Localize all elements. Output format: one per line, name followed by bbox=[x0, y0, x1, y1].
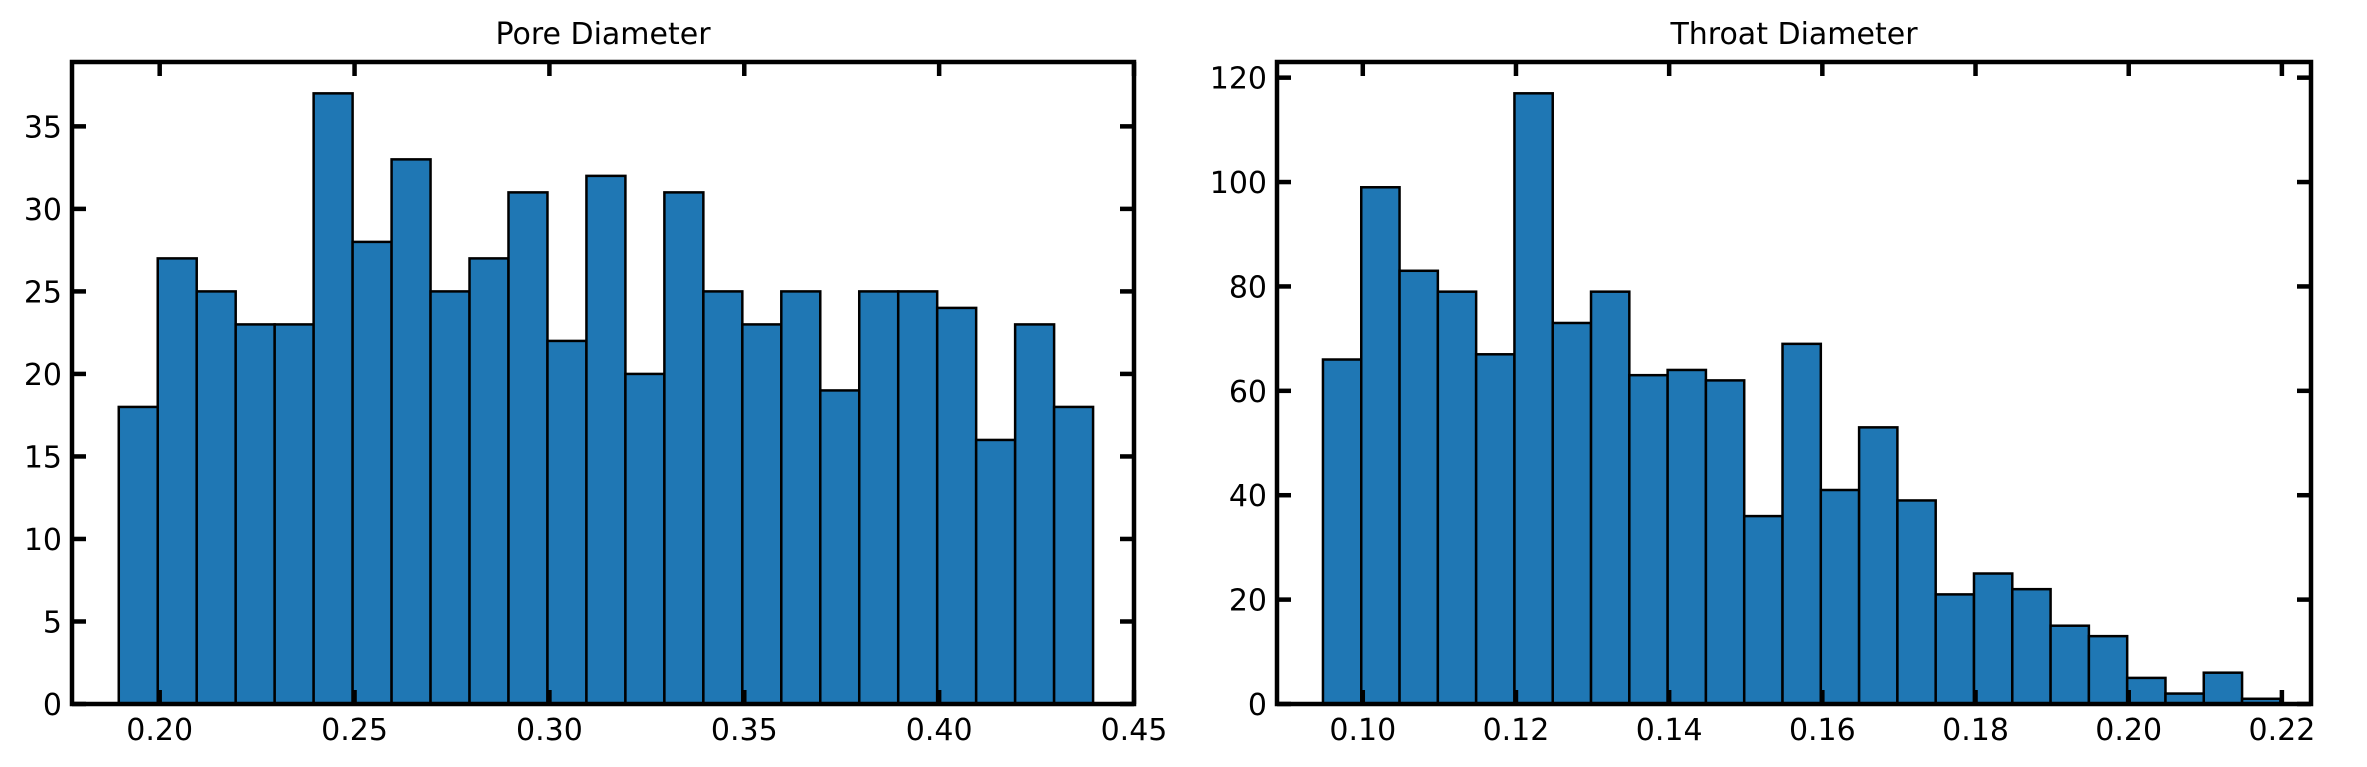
throat-diameter-ytick-label-5: 100 bbox=[1210, 166, 1267, 201]
pore-diameter-xtick-label-4: 0.40 bbox=[906, 713, 973, 748]
pore-diameter-bar-7 bbox=[390, 158, 432, 706]
throat-diameter-xtick-label-1: 0.12 bbox=[1483, 713, 1550, 748]
throat-diameter-bar-8 bbox=[1628, 373, 1669, 706]
throat-diameter-bar-6 bbox=[1551, 321, 1593, 706]
pore-diameter-bar-18 bbox=[819, 389, 861, 706]
pore-diameter-bar-23 bbox=[1013, 323, 1056, 706]
pore-diameter-bar-20 bbox=[896, 290, 939, 706]
throat-diameter-bar-7 bbox=[1589, 290, 1631, 706]
pore-diameter-bar-10 bbox=[507, 191, 549, 706]
pore-diameter-title: Pore Diameter bbox=[495, 17, 711, 52]
pore-diameter-xtick-label-1: 0.25 bbox=[321, 713, 388, 748]
throat-diameter-ytick-label-3: 60 bbox=[1229, 375, 1267, 410]
throat-diameter-ticks: 0.10 0.12 0.14 0.16 0.18 0.20 0.22 0 20 40 60 80 100… bbox=[1210, 62, 2316, 748]
throat-diameter-bar-12 bbox=[1781, 342, 1823, 706]
pore-diameter-bar-13 bbox=[624, 372, 666, 706]
throat-diameter-bar-15 bbox=[1896, 499, 1937, 706]
pore-diameter-bar-8 bbox=[429, 290, 471, 706]
pore-diameter-bar-4 bbox=[273, 323, 315, 706]
throat-diameter-bar-20 bbox=[2087, 634, 2129, 706]
throat-diameter-bar-13 bbox=[1819, 488, 1861, 706]
pore-diameter-ticks: 0.20 0.25 0.30 0.35 0.40 0.45 0 5 10 15 20 25 30 35 bbox=[24, 62, 1168, 748]
pore-diameter-ytick-label-2: 10 bbox=[24, 523, 62, 558]
throat-diameter-axes-frame bbox=[1274, 59, 2314, 707]
pore-diameter-xtick-label-5: 0.45 bbox=[1101, 713, 1168, 748]
throat-diameter-bar-18 bbox=[2011, 587, 2052, 706]
throat-diameter-bar-19 bbox=[2049, 624, 2091, 706]
throat-diameter-bar-5 bbox=[1513, 92, 1554, 706]
throat-diameter-ytick-label-1: 20 bbox=[1229, 584, 1267, 619]
throat-diameter-bars bbox=[1321, 92, 2282, 706]
pore-diameter-bar-24 bbox=[1052, 405, 1095, 706]
throat-diameter-bar-10 bbox=[1704, 379, 1746, 706]
pore-diameter-ytick-label-0: 0 bbox=[43, 688, 62, 723]
throat-diameter-bar-23 bbox=[2202, 671, 2244, 706]
throat-diameter-bar-3 bbox=[1436, 290, 1478, 706]
pore-diameter-bar-21 bbox=[935, 306, 978, 706]
throat-diameter-bar-4 bbox=[1474, 353, 1516, 706]
throat-diameter-ytick-label-2: 40 bbox=[1229, 479, 1267, 514]
pore-diameter-xtick-label-3: 0.35 bbox=[711, 713, 778, 748]
pore-diameter-bar-0 bbox=[117, 405, 159, 706]
pore-diameter-bar-3 bbox=[234, 323, 276, 706]
throat-diameter-xtick-label-5: 0.20 bbox=[2095, 713, 2162, 748]
pore-diameter-ytick-label-6: 30 bbox=[24, 193, 62, 228]
pore-diameter-ytick-label-5: 25 bbox=[24, 275, 62, 310]
throat-diameter-bar-0 bbox=[1321, 358, 1363, 706]
pore-diameter-histogram: Pore Diameter 0.20 0.25 0.30 0.35 0.40 0.45 0 5… bbox=[24, 17, 1168, 748]
pore-diameter-bar-12 bbox=[585, 174, 627, 706]
pore-diameter-xtick-label-0: 0.20 bbox=[126, 713, 193, 748]
throat-diameter-xtick-label-4: 0.18 bbox=[1942, 713, 2009, 748]
pore-diameter-axes-frame bbox=[69, 59, 1137, 707]
pore-diameter-bar-14 bbox=[663, 191, 705, 706]
pore-diameter-bar-11 bbox=[546, 339, 588, 706]
throat-diameter-bar-16 bbox=[1934, 593, 1976, 706]
pore-diameter-bar-9 bbox=[468, 257, 510, 706]
pore-diameter-bar-19 bbox=[857, 290, 900, 706]
throat-diameter-ytick-label-4: 80 bbox=[1229, 270, 1267, 305]
throat-diameter-bar-2 bbox=[1398, 269, 1440, 706]
throat-diameter-ytick-label-6: 120 bbox=[1210, 62, 1267, 97]
pore-diameter-bar-5 bbox=[312, 92, 354, 706]
throat-diameter-bar-14 bbox=[1857, 426, 1899, 706]
pore-diameter-ytick-label-1: 5 bbox=[43, 605, 62, 640]
pore-diameter-bar-22 bbox=[974, 438, 1017, 706]
throat-diameter-xtick-label-2: 0.14 bbox=[1636, 713, 1703, 748]
throat-diameter-ytick-label-0: 0 bbox=[1248, 688, 1267, 723]
pore-diameter-bar-17 bbox=[780, 290, 822, 706]
throat-diameter-xtick-label-0: 0.10 bbox=[1329, 713, 1396, 748]
throat-diameter-bar-9 bbox=[1666, 368, 1708, 706]
pore-diameter-bar-15 bbox=[702, 290, 744, 706]
pore-diameter-ytick-label-7: 35 bbox=[24, 110, 62, 145]
pore-diameter-bar-16 bbox=[741, 323, 783, 706]
pore-diameter-bar-2 bbox=[195, 290, 237, 706]
throat-diameter-bar-21 bbox=[2125, 676, 2167, 706]
pore-diameter-bars bbox=[117, 92, 1095, 706]
pore-diameter-xtick-label-2: 0.30 bbox=[516, 713, 583, 748]
throat-diameter-title: Throat Diameter bbox=[1669, 17, 1918, 52]
throat-diameter-histogram: Throat Diameter 0.10 0.12 0.14 0.16 0.18 0.20… bbox=[1210, 17, 2316, 748]
pore-diameter-ytick-label-3: 15 bbox=[24, 440, 62, 475]
throat-diameter-bar-17 bbox=[1972, 572, 2014, 706]
throat-diameter-xtick-label-3: 0.16 bbox=[1789, 713, 1856, 748]
throat-diameter-bar-1 bbox=[1360, 186, 1401, 706]
pore-diameter-ytick-label-4: 20 bbox=[24, 358, 62, 393]
pore-diameter-bar-1 bbox=[156, 257, 198, 706]
throat-diameter-xtick-label-6: 0.22 bbox=[2248, 713, 2315, 748]
throat-diameter-bar-11 bbox=[1742, 514, 1784, 706]
pore-diameter-bar-6 bbox=[351, 240, 393, 706]
